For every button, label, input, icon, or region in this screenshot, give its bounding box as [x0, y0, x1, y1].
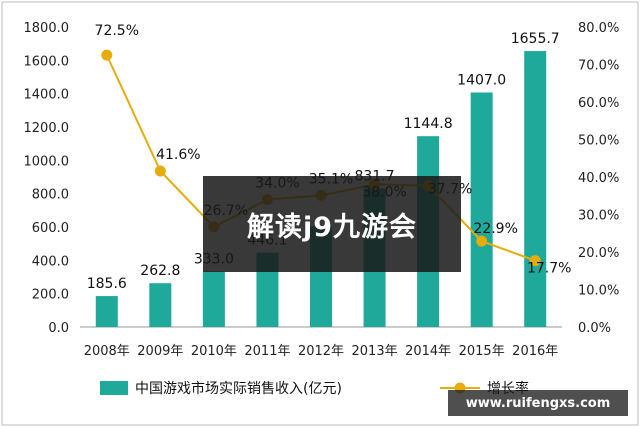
- overlay-banner: 解读j9九游会: [203, 176, 461, 272]
- y-right-tick-label: 0.0%: [578, 321, 611, 336]
- bar: [470, 92, 493, 327]
- y-right-tick-label: 20.0%: [578, 246, 619, 261]
- y-right-tick-label: 60.0%: [578, 96, 619, 111]
- x-tick-label: 2011年: [244, 344, 290, 359]
- bar-value-label: 185.6: [87, 276, 127, 292]
- y-left-tick-label: 800.0: [32, 188, 69, 203]
- y-left-tick-label: 400.0: [32, 254, 69, 269]
- y-left-tick-label: 1800.0: [24, 21, 70, 36]
- y-right-tick-label: 70.0%: [578, 59, 619, 74]
- y-right-tick-label: 80.0%: [578, 21, 619, 36]
- growth-point: [476, 235, 488, 247]
- watermark-url: www.ruifengxs.com: [448, 390, 628, 416]
- growth-point: [529, 255, 541, 267]
- x-tick-label: 2010年: [191, 344, 237, 359]
- legend-bar-label: 中国游戏市场实际销售收入(亿元): [135, 380, 342, 397]
- growth-value-label: 72.5%: [95, 23, 139, 39]
- growth-value-label: 22.9%: [473, 221, 517, 237]
- bar-value-label: 1144.8: [404, 116, 453, 132]
- y-left-tick-label: 1200.0: [24, 121, 70, 136]
- y-left-tick-label: 1400.0: [24, 88, 70, 103]
- x-tick-label: 2009年: [137, 344, 183, 359]
- y-left-tick-label: 200.0: [32, 288, 69, 303]
- x-tick-label: 2016年: [512, 344, 558, 359]
- growth-point: [154, 165, 166, 177]
- x-tick-label: 2015年: [459, 344, 505, 359]
- y-left-tick-label: 600.0: [32, 221, 69, 236]
- y-left-tick-label: 1000.0: [24, 154, 70, 169]
- growth-value-label: 41.6%: [156, 147, 200, 163]
- y-left-tick-label: 0.0: [48, 321, 69, 336]
- bar: [95, 296, 118, 327]
- x-tick-label: 2012年: [298, 344, 344, 359]
- y-right-tick-label: 30.0%: [578, 209, 619, 224]
- y-right-tick-label: 50.0%: [578, 134, 619, 149]
- x-tick-label: 2014年: [405, 344, 451, 359]
- y-left-tick-label: 1600.0: [24, 54, 70, 69]
- growth-value-label: 17.7%: [527, 261, 571, 277]
- bar-value-label: 1655.7: [511, 31, 560, 47]
- y-right-tick-label: 10.0%: [578, 284, 619, 299]
- x-tick-label: 2013年: [352, 344, 398, 359]
- bar-value-label: 1407.0: [457, 73, 506, 89]
- bar: [524, 51, 547, 328]
- x-tick-label: 2008年: [84, 344, 130, 359]
- y-right-tick-label: 40.0%: [578, 171, 619, 186]
- bar: [149, 283, 172, 327]
- growth-point: [101, 49, 113, 61]
- legend-bar-swatch: [100, 381, 128, 395]
- bar: [202, 271, 225, 327]
- bar-value-label: 262.8: [140, 263, 180, 279]
